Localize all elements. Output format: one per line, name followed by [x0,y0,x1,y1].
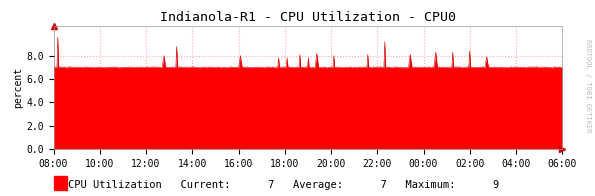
Text: RRDTOOL / TOBI OETIKER: RRDTOOL / TOBI OETIKER [585,39,591,133]
Text: CPU Utilization   Current:      7   Average:      7   Maximum:      9: CPU Utilization Current: 7 Average: 7 Ma… [68,180,500,190]
Y-axis label: percent: percent [14,67,23,108]
Title: Indianola-R1 - CPU Utilization - CPU0: Indianola-R1 - CPU Utilization - CPU0 [160,11,456,24]
